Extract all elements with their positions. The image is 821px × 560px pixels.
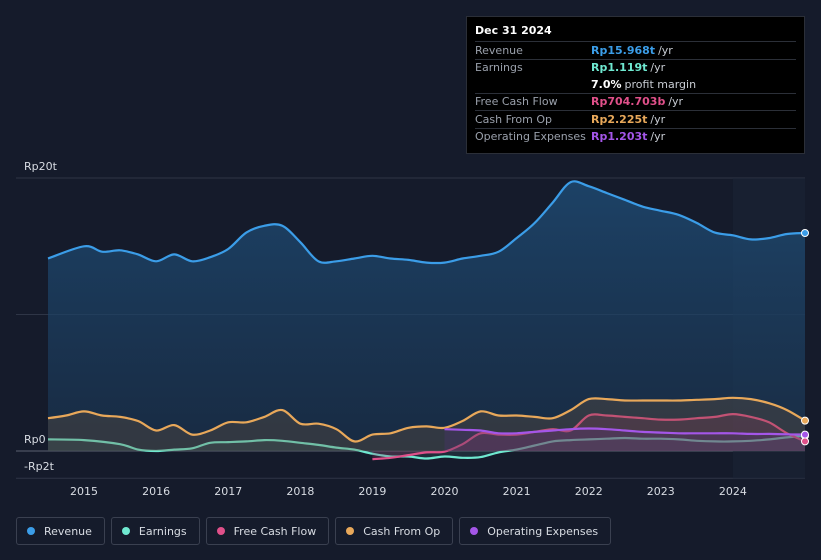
y-label-bottom: -Rp2t xyxy=(24,460,55,473)
tooltip-row-unit: /yr xyxy=(650,112,666,126)
tooltip-row-value: Rp704.703b xyxy=(591,95,666,109)
tooltip-row-label: Operating Expenses xyxy=(475,130,586,144)
x-tick-label: 2018 xyxy=(286,485,314,498)
tooltip-row: Revenue Rp15.968t/yr xyxy=(475,41,796,59)
tooltip-row-unit: /yr xyxy=(658,43,673,57)
legend-item[interactable]: Free Cash Flow xyxy=(205,517,330,545)
tooltip-row-value: Rp1.203t xyxy=(591,130,648,144)
tooltip-panel: Dec 31 2024 Revenue Rp15.968t/yr Earnings R… xyxy=(466,16,805,154)
tooltip-row-value: Rp2.225t xyxy=(591,112,648,126)
series-end-markers xyxy=(801,229,809,446)
tooltip-row-value: Rp1.119t xyxy=(591,61,648,75)
y-label-zero: Rp0 xyxy=(24,433,46,446)
series-line xyxy=(47,434,806,460)
tooltip-row-label: Earnings xyxy=(475,61,523,75)
series-line xyxy=(47,180,806,265)
x-tick-label: 2024 xyxy=(719,485,747,498)
legend-item[interactable]: Operating Expenses xyxy=(459,517,612,545)
tooltip-row-unit: profit margin xyxy=(624,77,697,91)
legend-dot-icon xyxy=(346,527,355,535)
tooltip-row-label: Cash From Op xyxy=(475,112,553,126)
legend-item[interactable]: Earnings xyxy=(110,517,200,545)
series-line xyxy=(47,396,806,443)
series-area xyxy=(48,397,805,451)
tooltip-row-value: Rp15.968t xyxy=(591,43,656,57)
legend-label: Revenue xyxy=(44,524,92,538)
series-end-dot xyxy=(801,430,809,439)
series-end-dot xyxy=(801,437,809,446)
series-end-dot xyxy=(801,416,809,425)
series-line xyxy=(372,412,806,461)
tooltip-row-label: Free Cash Flow xyxy=(475,95,558,109)
legend-label: Free Cash Flow xyxy=(233,524,317,538)
tooltip-row-unit: /yr xyxy=(668,95,684,109)
tooltip-row: Operating Expenses Rp1.203t/yr xyxy=(475,127,796,146)
tooltip-row-unit: /yr xyxy=(650,61,666,75)
tooltip-row: Cash From Op Rp2.225t/yr xyxy=(475,110,796,128)
legend-dot-icon xyxy=(216,527,225,535)
legend-dot-icon xyxy=(470,527,479,535)
x-tick-label: 2016 xyxy=(142,485,170,498)
tooltip-row-unit: /yr xyxy=(650,130,666,144)
x-tick-label: 2023 xyxy=(647,485,675,498)
legend-item[interactable]: Revenue xyxy=(16,517,105,545)
legend-dot-icon xyxy=(27,527,35,535)
series-area xyxy=(48,435,805,459)
tooltip-row: Earnings Rp1.119t/yr xyxy=(475,58,796,77)
tooltip-row-value: 7.0% xyxy=(591,77,622,91)
series-line xyxy=(444,427,806,436)
x-tick-label: 2015 xyxy=(70,485,98,498)
series-area xyxy=(372,414,805,460)
x-tick-label: 2020 xyxy=(431,485,459,498)
y-label-top: Rp20t xyxy=(24,160,58,173)
legend-label: Cash From Op xyxy=(363,524,441,538)
x-tick-label: 2017 xyxy=(214,485,242,498)
series-end-dot xyxy=(801,229,809,238)
tooltip-row: 7.0% profit margin xyxy=(475,76,796,93)
legend-label: Earnings xyxy=(138,524,187,538)
x-axis: 2015 2016 2017 2018 2019 2020 2021 2022 2023 2024 xyxy=(70,485,747,498)
legend-item[interactable]: Cash From Op xyxy=(335,517,454,545)
legend-dot-icon xyxy=(121,527,130,535)
legend: Revenue Earnings Free Cash Flow Cash From O… xyxy=(16,517,612,545)
legend-label: Operating Expenses xyxy=(487,524,599,538)
series-area xyxy=(48,181,805,451)
x-tick-label: 2021 xyxy=(503,485,531,498)
tooltip-rows: Revenue Rp15.968t/yr Earnings Rp1.119t/yr 7.… xyxy=(475,41,796,145)
series-layer xyxy=(47,180,806,461)
tooltip-date: Dec 31 2024 xyxy=(475,24,552,37)
tooltip-row: Free Cash Flow Rp704.703b/yr xyxy=(475,92,796,111)
x-tick-label: 2022 xyxy=(575,485,603,498)
x-tick-label: 2019 xyxy=(358,485,386,498)
tooltip-row-label: Revenue xyxy=(475,43,523,57)
